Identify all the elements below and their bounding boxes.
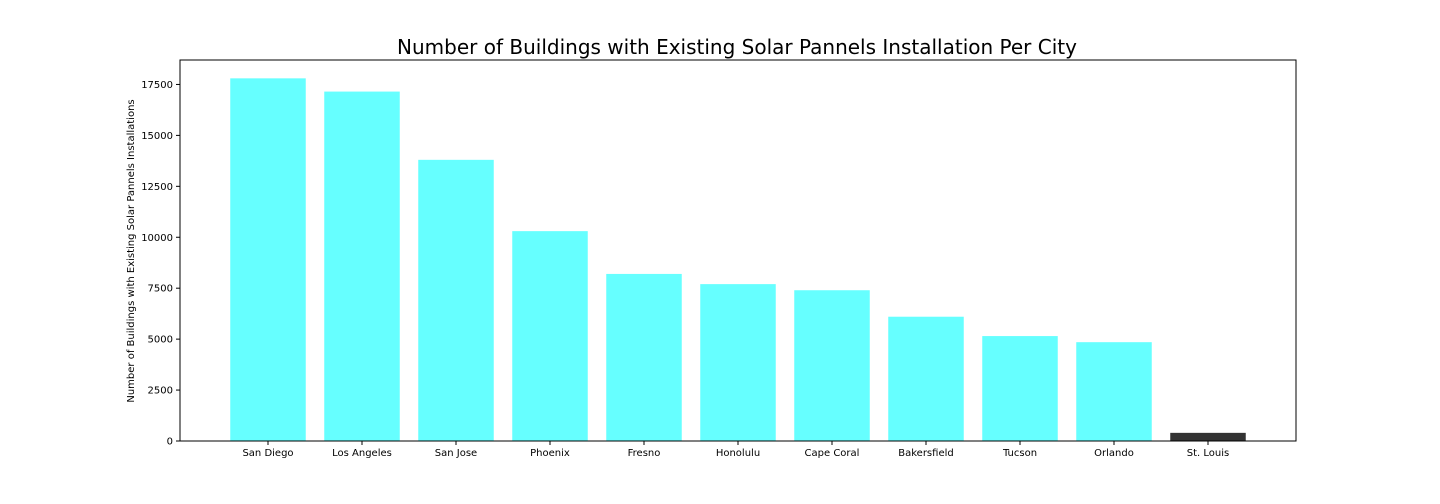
bar-phoenix — [512, 231, 588, 441]
x-tick-label: Tucson — [1002, 448, 1037, 459]
y-tick-label: 17500 — [141, 80, 173, 91]
x-tick-label: Phoenix — [530, 448, 570, 459]
bar-san-jose — [418, 159, 494, 441]
y-axis-label: Number of Buildings with Existing Solar … — [126, 99, 137, 402]
x-tick-label: Orlando — [1094, 448, 1134, 459]
chart-title: Number of Buildings with Existing Solar … — [397, 35, 1077, 59]
x-tick-label: Bakersfield — [898, 448, 953, 459]
y-tick-label: 15000 — [141, 131, 173, 142]
x-tick-label: Fresno — [628, 448, 661, 459]
y-tick-label: 2500 — [148, 386, 173, 397]
y-tick-label: 7500 — [148, 284, 173, 295]
x-tick-label: Cape Coral — [805, 448, 860, 459]
x-tick-label: San Diego — [242, 448, 293, 459]
x-tick-label: Honolulu — [716, 448, 760, 459]
bar-fresno — [606, 273, 682, 441]
bar-tucson — [982, 336, 1058, 441]
x-axis-ticks: San Diego Los Angeles San Jose Phoenix Fresn… — [242, 441, 1229, 459]
plot-frame — [179, 59, 1297, 442]
x-tick-label: Los Angeles — [332, 448, 392, 459]
bar-orlando — [1076, 342, 1152, 441]
bar-los-angeles — [324, 91, 400, 441]
y-tick-label: 10000 — [141, 233, 173, 244]
y-tick-label: 12500 — [141, 182, 173, 193]
x-tick-label: San Jose — [435, 448, 477, 459]
bar-san-diego — [230, 78, 306, 441]
bar-group — [230, 78, 1246, 441]
bar-st-louis — [1170, 432, 1246, 441]
bar-bakersfield — [888, 316, 964, 441]
y-tick-label: 5000 — [148, 335, 173, 346]
y-tick-label: 0 — [167, 437, 173, 448]
y-axis-ticks: 0 2500 5000 7500 10000 12500 15000 17500 — [141, 80, 180, 448]
x-tick-label: St. Louis — [1187, 448, 1229, 459]
bar-cape-coral — [794, 290, 870, 441]
bar-honolulu — [700, 284, 776, 441]
